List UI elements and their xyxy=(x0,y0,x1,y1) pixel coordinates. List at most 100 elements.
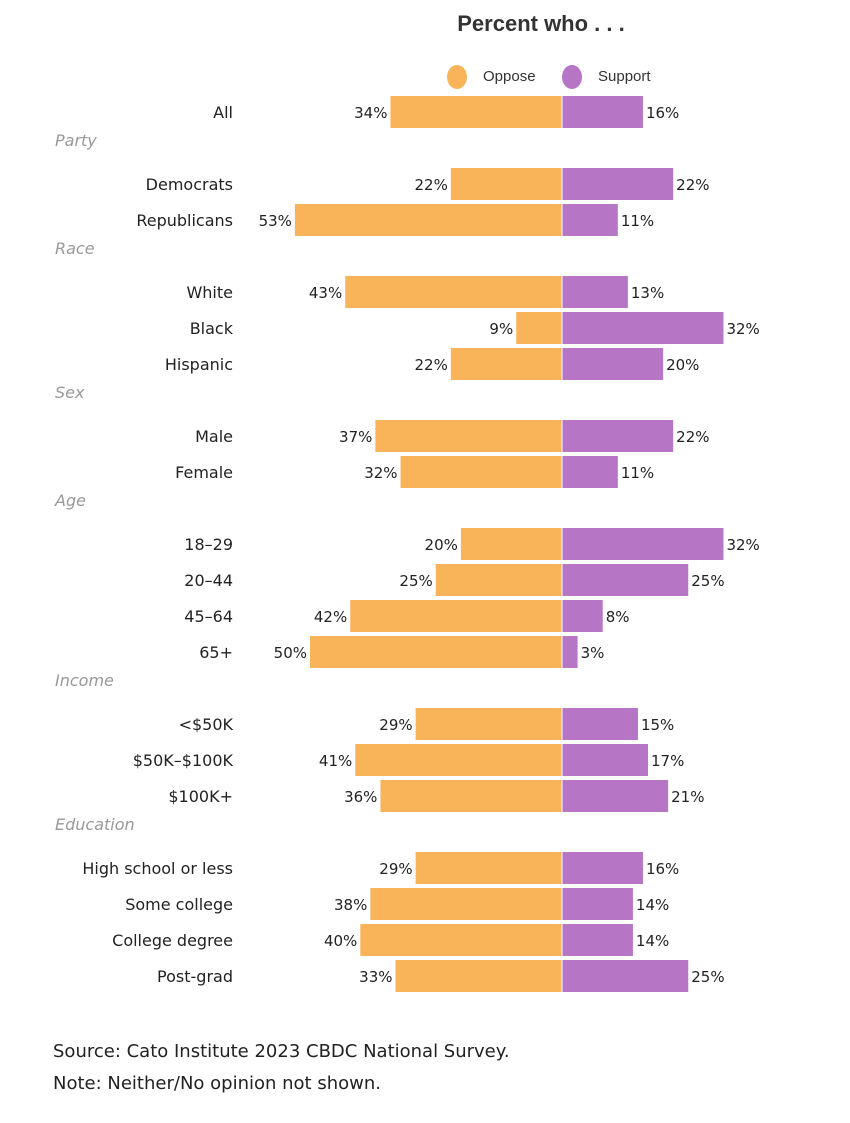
bar-oppose xyxy=(435,564,562,596)
bar-oppose xyxy=(415,852,562,884)
value-label-support: 14% xyxy=(636,932,669,950)
value-label-oppose: 33% xyxy=(359,968,392,986)
category-label: 20–44 xyxy=(184,571,233,590)
value-label-oppose: 42% xyxy=(314,608,347,626)
group-label: Age xyxy=(54,491,86,510)
value-label-support: 22% xyxy=(676,176,709,194)
value-label-oppose: 34% xyxy=(354,104,387,122)
value-label-support: 22% xyxy=(676,428,709,446)
bar-support xyxy=(562,456,618,488)
group-label: Party xyxy=(55,131,97,150)
bar-support xyxy=(562,924,633,956)
source-text: Source: Cato Institute 2023 CBDC Nationa… xyxy=(53,1041,510,1062)
legend-swatch-support xyxy=(562,65,582,89)
value-label-oppose: 29% xyxy=(379,860,412,878)
bar-oppose xyxy=(370,888,562,920)
bar-oppose xyxy=(390,96,562,128)
bar-oppose xyxy=(294,204,562,236)
chart-rows: All 34% 16% Party Democrats 22% 22% Republicans… xyxy=(54,96,760,992)
value-label-oppose: 9% xyxy=(489,320,513,338)
bar-support xyxy=(562,600,603,632)
bar-oppose xyxy=(516,312,562,344)
category-label: All xyxy=(213,103,233,122)
legend-label-support: Support xyxy=(598,68,651,85)
bar-support xyxy=(562,564,689,596)
category-label: Republicans xyxy=(136,211,233,230)
bar-support xyxy=(562,528,724,560)
bar-oppose xyxy=(450,168,562,200)
group-label: Sex xyxy=(55,383,85,402)
diverging-bar-chart: Percent who . . . Oppose Support All 34% 1… xyxy=(54,11,760,992)
value-label-oppose: 20% xyxy=(425,536,458,554)
bar-support xyxy=(562,780,669,812)
value-label-oppose: 36% xyxy=(344,788,377,806)
category-label: Post-grad xyxy=(157,967,233,986)
category-label: Democrats xyxy=(146,175,233,194)
value-label-support: 16% xyxy=(646,860,679,878)
value-label-oppose: 41% xyxy=(319,752,352,770)
bar-support xyxy=(562,744,649,776)
bar-support xyxy=(562,636,578,668)
bar-oppose xyxy=(350,600,562,632)
value-label-oppose: 50% xyxy=(274,644,307,662)
bar-support xyxy=(562,708,638,740)
bar-oppose xyxy=(460,528,562,560)
bar-oppose xyxy=(400,456,562,488)
category-label: Hispanic xyxy=(165,355,233,374)
category-label: Female xyxy=(175,463,233,482)
bar-oppose xyxy=(415,708,562,740)
value-label-support: 32% xyxy=(726,320,759,338)
legend-label-oppose: Oppose xyxy=(483,68,536,85)
bar-support xyxy=(562,888,633,920)
value-label-oppose: 53% xyxy=(259,212,292,230)
bar-oppose xyxy=(360,924,562,956)
value-label-support: 8% xyxy=(606,608,630,626)
value-label-oppose: 40% xyxy=(324,932,357,950)
bar-oppose xyxy=(355,744,562,776)
value-label-support: 16% xyxy=(646,104,679,122)
bar-support xyxy=(562,204,618,236)
chart-title: Percent who . . . xyxy=(457,11,624,36)
bar-support xyxy=(562,96,643,128)
category-label: White xyxy=(186,283,233,302)
value-label-support: 14% xyxy=(636,896,669,914)
value-label-oppose: 29% xyxy=(379,716,412,734)
bar-support xyxy=(562,348,664,380)
bar-support xyxy=(562,312,724,344)
category-label: 45–64 xyxy=(184,607,233,626)
value-label-oppose: 32% xyxy=(364,464,397,482)
value-label-support: 11% xyxy=(621,464,654,482)
bar-support xyxy=(562,276,628,308)
chart-notes: Source: Cato Institute 2023 CBDC Nationa… xyxy=(53,1036,510,1100)
group-label: Education xyxy=(55,815,135,834)
bar-oppose xyxy=(345,276,562,308)
legend-swatch-oppose xyxy=(447,65,467,89)
bar-oppose xyxy=(375,420,562,452)
bar-support xyxy=(562,168,674,200)
bar-oppose xyxy=(380,780,562,812)
value-label-support: 20% xyxy=(666,356,699,374)
value-label-support: 15% xyxy=(641,716,674,734)
note-text: Note: Neither/No opinion not shown. xyxy=(53,1073,381,1094)
category-label: Black xyxy=(190,319,234,338)
legend: Oppose Support xyxy=(447,65,651,89)
group-label: Race xyxy=(55,239,95,258)
bar-oppose xyxy=(310,636,562,668)
bar-support xyxy=(562,420,674,452)
category-label: 18–29 xyxy=(184,535,233,554)
category-label: $50K–$100K xyxy=(133,751,234,770)
bar-support xyxy=(562,852,643,884)
bar-oppose xyxy=(395,960,562,992)
value-label-support: 25% xyxy=(691,968,724,986)
category-label: Some college xyxy=(125,895,233,914)
value-label-support: 17% xyxy=(651,752,684,770)
category-label: <$50K xyxy=(179,715,234,734)
value-label-support: 32% xyxy=(726,536,759,554)
value-label-support: 11% xyxy=(621,212,654,230)
value-label-support: 25% xyxy=(691,572,724,590)
value-label-support: 13% xyxy=(631,284,664,302)
value-label-support: 21% xyxy=(671,788,704,806)
bar-support xyxy=(562,960,689,992)
group-label: Income xyxy=(55,671,114,690)
value-label-oppose: 38% xyxy=(334,896,367,914)
